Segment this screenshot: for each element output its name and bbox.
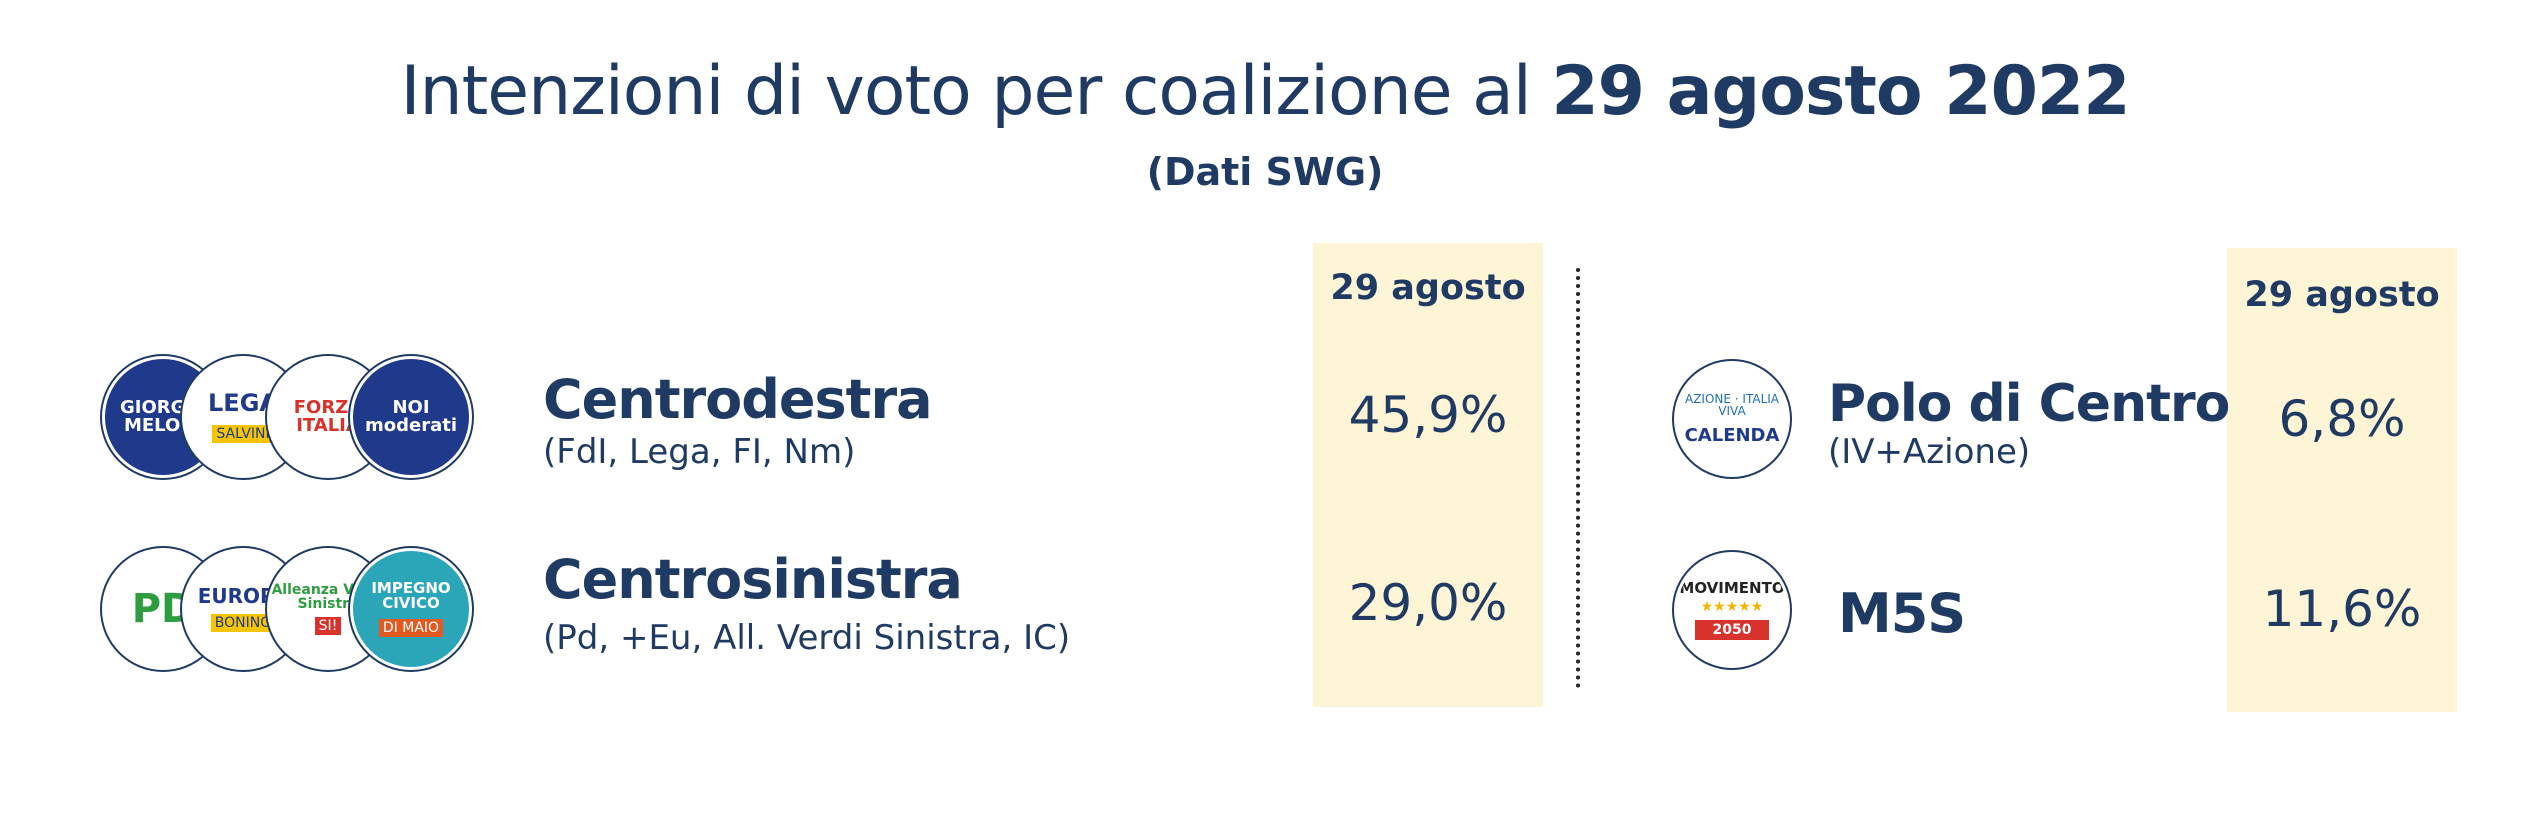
movimento-5-stelle-logo: MOVIMENTO ★★★★★ 2050	[1674, 552, 1790, 668]
centrodestra-name: Centrodestra	[543, 368, 933, 431]
centrodestra-parties: (FdI, Lega, FI, Nm)	[543, 432, 856, 472]
left-column-header: 29 agosto	[1330, 268, 1526, 308]
centrosinistra-logos: PD EUROPA BONINO Alleanza Verdi Sinistra…	[102, 548, 472, 672]
value-label-m5s: 11,6%	[2262, 580, 2422, 638]
page-subtitle: (Dati SWG)	[1146, 150, 1384, 194]
right-value-column	[2227, 248, 2457, 712]
value-label-polo-di-centro: 6,8%	[2278, 390, 2406, 448]
value-label-centrosinistra: 29,0%	[1348, 574, 1508, 632]
value-label-centrodestra: 45,9%	[1348, 386, 1508, 444]
noi-moderati-logo: NOI moderati	[350, 356, 472, 478]
polo-di-centro-parties: (IV+Azione)	[1828, 432, 2031, 472]
column-divider	[1576, 268, 1580, 688]
title-main: Intenzioni di voto per coalizione al	[400, 52, 1552, 131]
right-column-header: 29 agosto	[2244, 275, 2440, 315]
polo-di-centro-name: Polo di Centro	[1828, 374, 2230, 434]
page-title: Intenzioni di voto per coalizione al 29 …	[0, 52, 2530, 131]
impegno-civico-logo: IMPEGNO CIVICO DI MAIO	[350, 548, 472, 670]
title-date: 29 agosto 2022	[1551, 52, 2130, 131]
centrosinistra-name: Centrosinistra	[543, 548, 963, 611]
m5s-name: M5S	[1838, 582, 1966, 645]
left-value-column	[1313, 243, 1543, 707]
centrosinistra-parties: (Pd, +Eu, All. Verdi Sinistra, IC)	[543, 618, 1071, 658]
centrodestra-logos: GIORGIA MELONI LEGA SALVINI FORZA ITALIA…	[102, 356, 472, 480]
calenda-logo: AZIONE · ITALIA VIVA CALENDA	[1674, 361, 1790, 477]
